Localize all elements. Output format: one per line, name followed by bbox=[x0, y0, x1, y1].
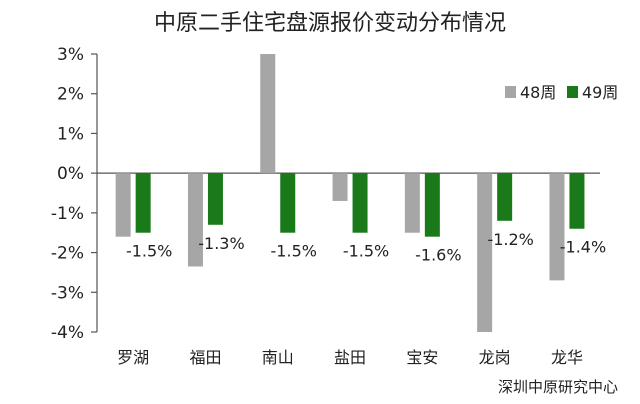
y-tick-label: 1% bbox=[57, 124, 84, 144]
legend-label: 49周 bbox=[582, 83, 618, 102]
bar-week49 bbox=[497, 173, 513, 221]
x-category-label: 南山 bbox=[262, 348, 294, 367]
x-category-label: 罗湖 bbox=[117, 348, 149, 367]
legend-swatch bbox=[505, 86, 516, 98]
data-labels-layer: -1.5% -1.3% -1.5% -1.5% -1.6% -1.2% -1.4% bbox=[126, 230, 606, 265]
legend-label: 48周 bbox=[520, 83, 556, 102]
bar-week49 bbox=[424, 173, 440, 237]
y-tick-label: -4% bbox=[51, 323, 84, 343]
bar-week48 bbox=[477, 173, 493, 332]
data-label: -1.2% bbox=[487, 230, 533, 249]
x-category-label: 盐田 bbox=[334, 348, 366, 367]
legend: 48周 49周 bbox=[505, 83, 618, 102]
bar-week48 bbox=[549, 173, 565, 281]
bar-week48 bbox=[187, 173, 203, 267]
bar-week49 bbox=[135, 173, 151, 233]
legend-swatch bbox=[567, 86, 578, 98]
y-tick-label: 2% bbox=[57, 85, 84, 105]
bar-week48 bbox=[332, 173, 348, 201]
bar-week49 bbox=[280, 173, 296, 233]
bar-week48 bbox=[115, 173, 131, 237]
bar-week49 bbox=[207, 173, 223, 225]
bar-week48 bbox=[404, 173, 420, 233]
y-tick-label: -1% bbox=[51, 204, 84, 224]
data-label: -1.4% bbox=[560, 238, 606, 257]
bar-week48 bbox=[260, 54, 276, 174]
y-tick-label: 0% bbox=[57, 164, 84, 184]
data-label: -1.3% bbox=[198, 234, 244, 253]
data-label: -1.5% bbox=[271, 242, 317, 261]
y-tick-label: -3% bbox=[51, 283, 84, 303]
bars-layer bbox=[115, 54, 585, 332]
axis-layer: 3% 2% 1% 0% -1% -2% -3% -4% 罗湖 福田 南山 盐田 宝安 龙岗 龙华 bbox=[51, 45, 600, 367]
y-tick-label: 3% bbox=[57, 45, 84, 65]
y-tick-label: -2% bbox=[51, 244, 84, 264]
bar-week49 bbox=[352, 173, 368, 233]
x-category-label: 龙华 bbox=[551, 348, 583, 367]
chart-title: 中原二手住宅盘源报价变动分布情况 bbox=[154, 11, 506, 36]
bar-week49 bbox=[569, 173, 585, 229]
x-category-label: 龙岗 bbox=[479, 348, 511, 367]
x-category-label: 福田 bbox=[189, 348, 221, 367]
source-note: 深圳中原研究中心 bbox=[498, 378, 618, 396]
data-label: -1.5% bbox=[343, 242, 389, 261]
x-category-label: 宝安 bbox=[406, 348, 438, 367]
data-label: -1.6% bbox=[415, 246, 461, 265]
data-label: -1.5% bbox=[126, 242, 172, 261]
